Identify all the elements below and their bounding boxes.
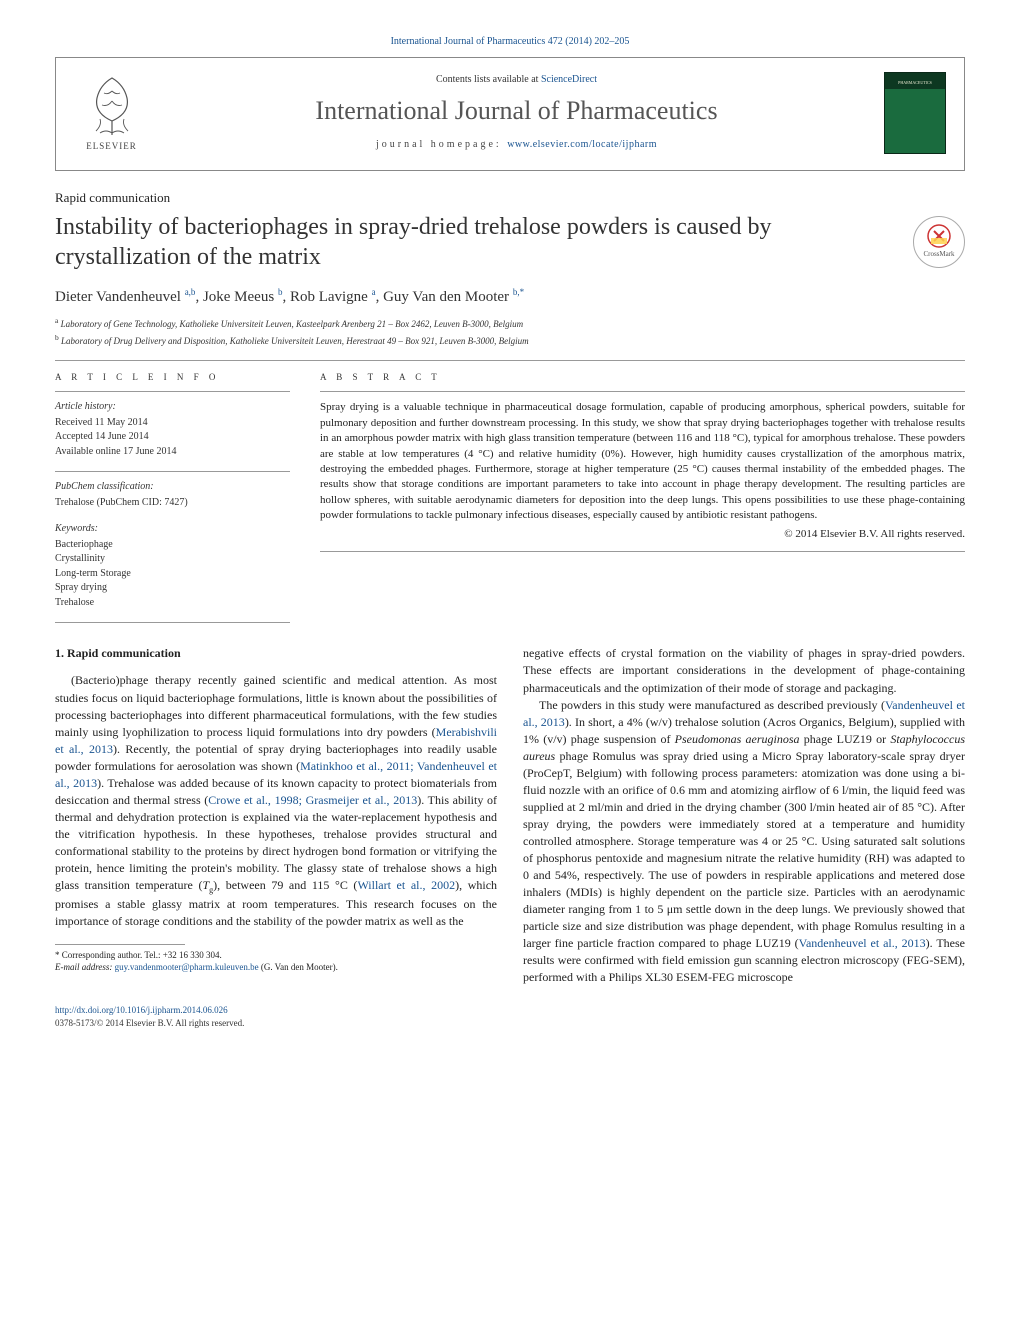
email-suffix: (G. Van den Mooter). [259,962,338,972]
journal-cover-thumbnail: PHARMACEUTICS [884,72,946,154]
article-info-column: A R T I C L E I N F O Article history: R… [55,371,290,631]
keywords-block: Keywords: Bacteriophage Crystallinity Lo… [55,522,290,610]
masthead-box: ELSEVIER Contents lists available at Sci… [55,57,965,171]
elsevier-wordmark: ELSEVIER [86,140,137,152]
corresp-email-link[interactable]: guy.vandenmooter@pharm.kuleuven.be [115,962,259,972]
elsevier-logo: ELSEVIER [74,68,149,158]
history-subhead: Article history: [55,400,290,414]
pubchem-block: PubChem classification: Trehalose (PubCh… [55,480,290,510]
info-divider [55,471,290,472]
body-two-column: 1. Rapid communication (Bacterio)phage t… [55,645,965,986]
keyword: Crystallinity [55,552,290,567]
footnote-corresp: * Corresponding author. Tel.: +32 16 330… [55,949,497,962]
history-accepted: Accepted 14 June 2014 [55,430,290,445]
body-column-right: negative effects of crystal formation on… [523,645,965,986]
section-1-heading: 1. Rapid communication [55,645,497,662]
abstract-column: A B S T R A C T Spray drying is a valuab… [320,371,965,631]
elsevier-tree-icon [82,73,142,138]
page-footer: http://dx.doi.org/10.1016/j.ijpharm.2014… [55,1004,965,1029]
email-label: E-mail address: [55,962,115,972]
affiliation-b: b Laboratory of Drug Delivery and Dispos… [55,332,965,349]
footnote-email-line: E-mail address: guy.vandenmooter@pharm.k… [55,961,497,974]
body-paragraph: The powders in this study were manufactu… [523,697,965,987]
crossmark-icon [927,224,951,248]
issn-copyright: 0378-5173/© 2014 Elsevier B.V. All right… [55,1018,244,1028]
pubchem-item: Trehalose (PubChem CID: 7427) [55,496,290,511]
abstract-heading: A B S T R A C T [320,371,965,383]
cover-title-text: PHARMACEUTICS [898,81,932,85]
article-title: Instability of bacteriophages in spray-d… [55,212,893,272]
contents-available-line: Contents lists available at ScienceDirec… [167,73,866,87]
author-list: Dieter Vandenheuvel a,b, Joke Meeus b, R… [55,286,965,307]
abstract-copyright: © 2014 Elsevier B.V. All rights reserved… [320,527,965,542]
journal-homepage-line: journal homepage: www.elsevier.com/locat… [167,138,866,152]
article-type-label: Rapid communication [55,189,965,207]
contents-prefix: Contents lists available at [436,74,541,85]
pubchem-subhead: PubChem classification: [55,480,290,494]
keyword: Bacteriophage [55,538,290,553]
journal-name: International Journal of Pharmaceutics [167,93,866,128]
history-received: Received 11 May 2014 [55,416,290,431]
crossmark-label: CrossMark [923,250,954,259]
abstract-divider-bottom [320,551,965,552]
homepage-link[interactable]: www.elsevier.com/locate/ijpharm [507,139,657,150]
body-paragraph: negative effects of crystal formation on… [523,645,965,696]
sciencedirect-link[interactable]: ScienceDirect [541,74,597,85]
doi-link[interactable]: http://dx.doi.org/10.1016/j.ijpharm.2014… [55,1005,228,1015]
history-online: Available online 17 June 2014 [55,445,290,460]
abstract-divider [320,391,965,392]
homepage-prefix: journal homepage: [376,139,507,150]
abstract-text: Spray drying is a valuable technique in … [320,400,965,523]
divider [55,360,965,361]
info-divider [55,622,290,623]
body-paragraph: (Bacterio)phage therapy recently gained … [55,672,497,929]
article-info-heading: A R T I C L E I N F O [55,371,290,383]
keyword: Spray drying [55,581,290,596]
article-history-block: Article history: Received 11 May 2014 Ac… [55,400,290,459]
corresponding-author-footnote: * Corresponding author. Tel.: +32 16 330… [55,949,497,974]
affiliations: a Laboratory of Gene Technology, Katholi… [55,315,965,348]
keyword: Trehalose [55,596,290,611]
info-divider [55,391,290,392]
crossmark-badge[interactable]: CrossMark [913,216,965,268]
keywords-subhead: Keywords: [55,522,290,536]
body-column-left: 1. Rapid communication (Bacterio)phage t… [55,645,497,986]
footnote-separator [55,944,185,945]
affiliation-a: a Laboratory of Gene Technology, Katholi… [55,315,965,332]
keyword: Long-term Storage [55,567,290,582]
masthead-center: Contents lists available at ScienceDirec… [167,73,866,151]
citation-header: International Journal of Pharmaceutics 4… [55,35,965,49]
